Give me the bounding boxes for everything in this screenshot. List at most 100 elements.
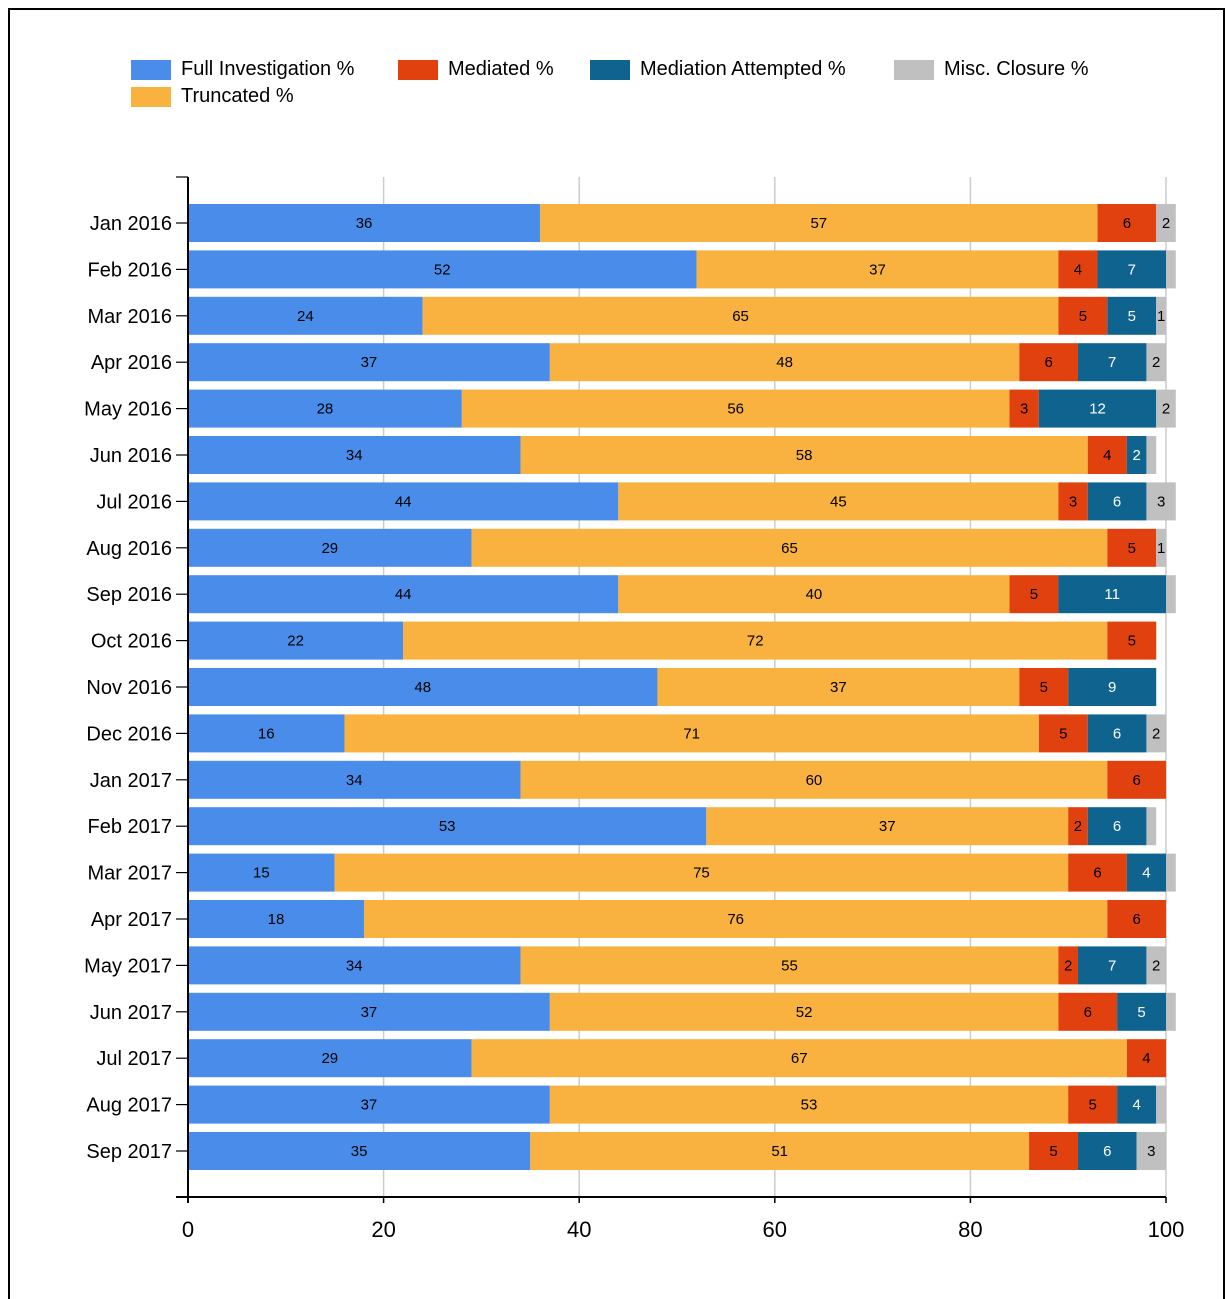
bar-segment [1117,992,1166,1031]
bar-segment [520,436,1088,474]
bar-segment [1107,528,1157,567]
data-label: 6 [1093,865,1101,882]
data-label: 5 [1088,1097,1096,1114]
bar-segment [1029,1132,1078,1170]
data-label: 71 [683,725,700,742]
bar-segment [188,204,541,242]
data-label: 6 [1103,1143,1111,1160]
bar-segment [657,668,1020,706]
bar-segment [1077,1132,1137,1170]
data-label: 6 [1132,911,1140,928]
bar-segment [188,528,472,567]
data-label: 5 [1040,679,1048,696]
data-label: 60 [806,772,823,789]
data-label: 12 [1089,401,1106,418]
data-label: 4 [1132,1097,1140,1114]
data-label: 67 [791,1050,808,1067]
bar-segment [1146,343,1166,382]
bar-segment [188,1132,531,1170]
y-tick-label: Feb 2016 [87,259,172,281]
bar-segment [188,668,658,706]
bar-segment [1156,389,1176,428]
data-label: 5 [1137,1004,1145,1021]
y-tick-label: Aug 2016 [86,538,172,560]
bar-segment [1019,343,1078,382]
bar-segment [1068,668,1157,706]
bar-segment [1166,575,1176,614]
bar-segment [1166,992,1176,1031]
data-label: 5 [1049,1143,1057,1160]
bar-segment [188,436,521,474]
data-label: 3 [1069,493,1077,510]
bar-segment [520,760,1108,799]
data-label: 51 [771,1143,788,1160]
bar-segment [1038,714,1088,753]
legend-label: Truncated % [181,85,294,107]
data-label: 5 [1059,725,1067,742]
bar-segment [1087,714,1147,753]
bar-segment [1087,436,1127,474]
y-tick-label: Jun 2017 [90,1002,172,1024]
bar-segment [1058,482,1088,521]
bar-segment [1146,807,1157,846]
bar-segment [1166,853,1176,892]
data-label: 3 [1157,493,1165,510]
bar-segment [1019,668,1069,706]
bar-segment [188,1085,550,1124]
legend-swatch [131,59,171,80]
data-label: 4 [1103,447,1111,464]
bar-segment [1146,482,1176,521]
data-label: 76 [727,911,744,928]
data-label: 9 [1108,679,1116,696]
data-label: 37 [869,261,886,278]
data-label: 6 [1123,215,1131,232]
data-label: 5 [1128,633,1136,650]
data-label: 6 [1084,1004,1092,1021]
y-tick-label: Apr 2016 [91,352,172,374]
data-label: 37 [361,1004,378,1021]
bar-segment [1068,853,1127,892]
x-tick-label: 0 [182,1217,194,1242]
bar-segment [1107,760,1166,799]
bar-segment [1107,621,1157,660]
y-tick-label: Aug 2017 [86,1095,172,1117]
legend-item-full-investigation: Full Investigation % [131,58,354,81]
data-label: 2 [1162,401,1170,418]
data-label: 2 [1132,447,1140,464]
data-label: 7 [1108,957,1116,974]
bar-segment [618,575,1010,614]
legend-swatch [131,86,171,107]
data-label: 2 [1064,957,1072,974]
data-label: 37 [830,679,847,696]
bar-segment [520,946,1059,985]
bar-segment [1058,946,1078,985]
bar-segment [188,296,423,335]
legend-label: Misc. Closure % [944,58,1089,80]
data-label: 2 [1152,725,1160,742]
y-tick-label: Nov 2016 [86,677,172,699]
data-label: 37 [361,354,378,371]
bar-segment [1156,204,1176,242]
data-label: 44 [395,493,412,510]
data-label: 4 [1142,1050,1150,1067]
bar-segment [188,760,521,799]
data-label: 48 [414,679,431,696]
bar-segment [1166,250,1176,289]
data-label: 18 [268,911,285,928]
y-tick-label: Dec 2016 [86,723,172,745]
bar-segment [1156,528,1166,567]
bar-segment [1146,714,1166,753]
y-tick-label: Jun 2016 [90,445,172,467]
legend-item-mediated: Mediated % [398,58,554,81]
bar-segment [1156,296,1166,335]
data-label: 65 [732,308,749,325]
bar-segment [1146,946,1166,985]
bar-segment [188,250,697,289]
bar-segment [1009,575,1059,614]
data-label: 1 [1157,540,1165,557]
x-tick-label: 20 [371,1217,395,1242]
bar-segment [188,714,345,753]
data-label: 55 [781,957,798,974]
data-label: 53 [801,1097,818,1114]
